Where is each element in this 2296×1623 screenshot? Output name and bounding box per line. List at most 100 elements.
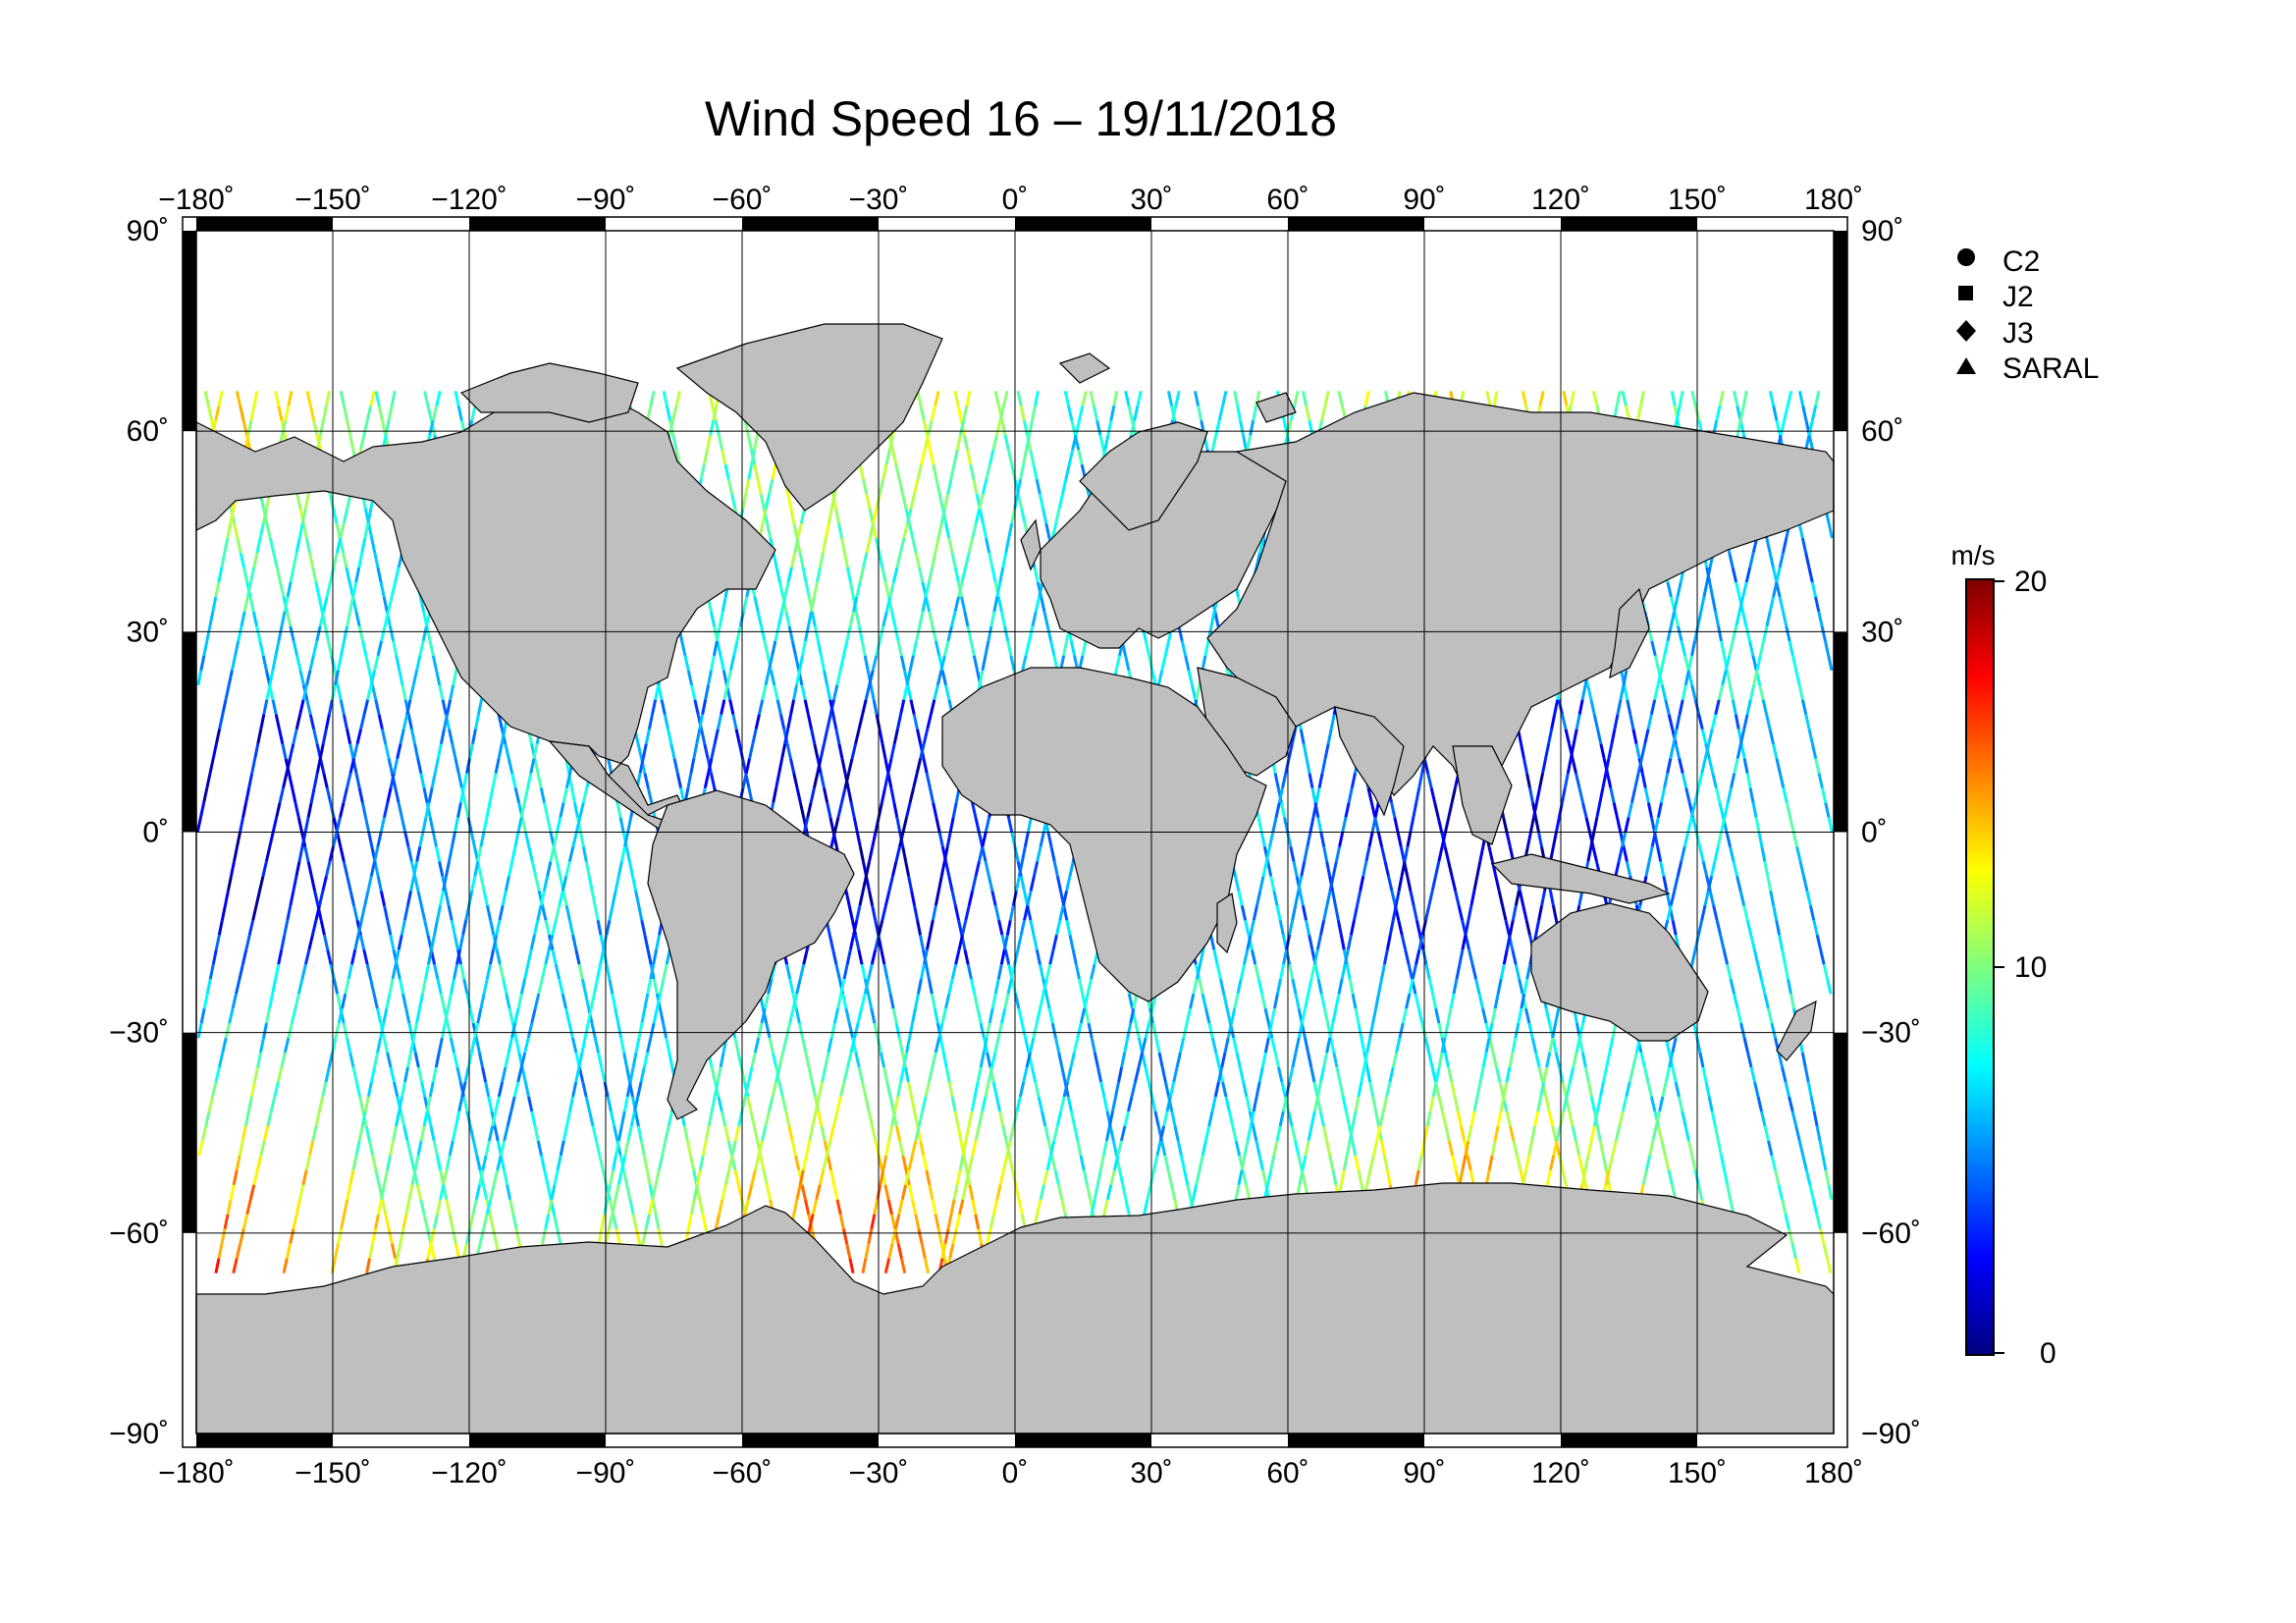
wind-track-segment bbox=[453, 963, 459, 980]
wind-track-segment bbox=[1297, 1155, 1304, 1171]
wind-track-segment bbox=[655, 993, 663, 1009]
wind-track-segment bbox=[229, 508, 236, 524]
wind-track-segment bbox=[897, 478, 905, 495]
wind-track-segment bbox=[252, 1169, 259, 1186]
wind-track-segment bbox=[963, 611, 970, 627]
wind-track-segment bbox=[1337, 390, 1344, 406]
wind-track-segment bbox=[984, 640, 990, 657]
wind-track-segment bbox=[1819, 948, 1826, 965]
wind-track-segment bbox=[1240, 1155, 1247, 1171]
wind-track-segment bbox=[1127, 1096, 1134, 1112]
wind-track-segment bbox=[1326, 729, 1333, 744]
wind-track-segment bbox=[211, 743, 218, 759]
wind-track-segment bbox=[506, 1184, 512, 1201]
wind-track-segment bbox=[898, 1140, 905, 1157]
wind-track-segment bbox=[964, 552, 971, 568]
wind-track-segment bbox=[698, 1155, 705, 1171]
wind-track-segment bbox=[879, 1052, 886, 1068]
wind-track-segment bbox=[747, 787, 754, 803]
wind-track-segment bbox=[1061, 478, 1068, 495]
wind-track-segment bbox=[471, 729, 477, 744]
wind-track-segment bbox=[246, 1096, 253, 1112]
wind-track-segment bbox=[735, 625, 742, 642]
wind-track-segment bbox=[1269, 1155, 1276, 1171]
wind-track-segment bbox=[551, 948, 558, 965]
wind-track-segment bbox=[984, 861, 990, 877]
wind-track-segment bbox=[1007, 817, 1014, 833]
wind-track-segment bbox=[790, 640, 798, 657]
wind-track-segment bbox=[1666, 581, 1673, 598]
wind-track-segment bbox=[348, 891, 356, 906]
wind-track-segment bbox=[1123, 1037, 1130, 1054]
wind-track-segment bbox=[1670, 391, 1677, 406]
wind-track-segment bbox=[305, 391, 312, 406]
wind-track-segment bbox=[952, 1184, 959, 1201]
wind-track-segment bbox=[1548, 891, 1555, 906]
wind-track-segment bbox=[801, 640, 807, 657]
wind-track-segment bbox=[546, 817, 553, 833]
wind-track-segment bbox=[1263, 1007, 1270, 1024]
wind-track-segment bbox=[1732, 861, 1739, 877]
wind-track-segment bbox=[1264, 846, 1271, 862]
wind-track-segment bbox=[1580, 684, 1587, 701]
wind-track-segment bbox=[558, 891, 564, 906]
wind-track-segment bbox=[988, 1214, 995, 1230]
wind-track-segment bbox=[1598, 1140, 1605, 1157]
wind-track-segment bbox=[199, 655, 206, 672]
wind-track-segment bbox=[1748, 787, 1755, 803]
wind-track-segment bbox=[1822, 1243, 1829, 1260]
wind-track-segment bbox=[1304, 1140, 1310, 1157]
wind-track-segment bbox=[433, 920, 439, 936]
wind-track-segment bbox=[990, 567, 997, 583]
wind-track-segment bbox=[795, 978, 802, 995]
wind-track-segment bbox=[1495, 1066, 1502, 1083]
wind-track-segment bbox=[789, 699, 796, 716]
wind-track-segment bbox=[431, 832, 438, 847]
wind-track-segment bbox=[1616, 817, 1623, 833]
wind-track-segment bbox=[255, 1155, 263, 1171]
wind-track-segment bbox=[1710, 1110, 1717, 1127]
wind-track-segment bbox=[1260, 993, 1267, 1009]
wind-track-segment bbox=[1785, 802, 1792, 818]
wind-track-segment bbox=[1763, 1125, 1770, 1142]
wind-track-segment bbox=[1474, 978, 1481, 995]
wind-track-segment bbox=[848, 1258, 855, 1273]
wind-track-segment bbox=[917, 1228, 924, 1245]
wind-track-segment bbox=[1521, 391, 1528, 406]
wind-track-segment bbox=[346, 419, 352, 436]
wind-track-segment bbox=[1297, 1022, 1304, 1039]
wind-track-segment bbox=[202, 787, 209, 803]
wind-track-segment bbox=[1345, 963, 1352, 980]
wind-track-segment bbox=[1677, 625, 1683, 642]
wind-track-segment bbox=[1790, 1243, 1797, 1260]
wind-track-segment bbox=[283, 920, 290, 936]
wind-track-segment bbox=[1041, 978, 1048, 995]
wind-track-segment bbox=[340, 640, 347, 657]
wind-track-segment bbox=[1431, 993, 1438, 1009]
wind-track-segment bbox=[877, 919, 884, 936]
wind-track-segment bbox=[704, 1125, 711, 1142]
wind-track-segment bbox=[274, 714, 282, 730]
wind-track-segment bbox=[895, 817, 902, 833]
wind-track-segment bbox=[915, 758, 923, 774]
wind-track-segment bbox=[927, 978, 934, 995]
wind-track-segment bbox=[1309, 1110, 1316, 1127]
wind-track-segment bbox=[1163, 1155, 1170, 1171]
wind-track-segment bbox=[1656, 670, 1663, 686]
wind-track-segment bbox=[1022, 1066, 1029, 1083]
wind-track-segment bbox=[886, 1199, 893, 1216]
wind-track-segment bbox=[1659, 655, 1667, 672]
wind-track-segment bbox=[710, 1066, 717, 1083]
wind-track-segment bbox=[327, 1052, 335, 1068]
wind-track-segment bbox=[359, 905, 367, 921]
wind-track-segment bbox=[218, 714, 225, 730]
wind-track-segment bbox=[1134, 1066, 1141, 1083]
wind-track-segment bbox=[1824, 1169, 1831, 1186]
wind-track-segment bbox=[1518, 978, 1524, 995]
wind-track-segment bbox=[921, 596, 928, 613]
wind-track-segment bbox=[843, 552, 849, 568]
wind-track-segment bbox=[966, 625, 973, 642]
wind-track-segment bbox=[482, 978, 489, 995]
wind-track-segment bbox=[233, 846, 239, 862]
wind-track-segment bbox=[363, 522, 370, 539]
